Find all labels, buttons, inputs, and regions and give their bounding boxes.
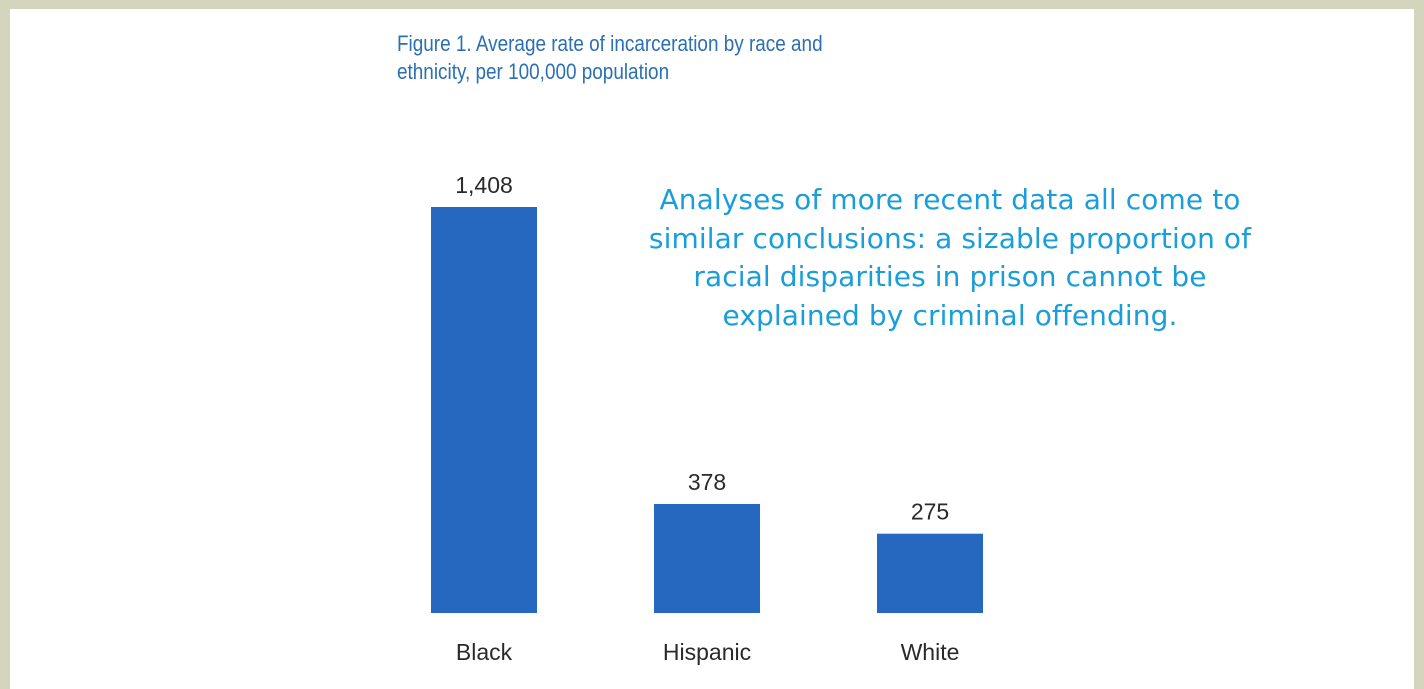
callout-text: Analyses of more recent data all come to… xyxy=(648,183,1252,332)
value-label-white: 275 xyxy=(911,499,949,525)
value-label-black: 1,408 xyxy=(455,172,513,198)
category-label-white: White xyxy=(901,639,960,665)
bar-chart: 1,408 Black 378 Hispanic 275 White xyxy=(431,172,983,665)
bar-white xyxy=(877,533,983,613)
chart-title: Figure 1. Average rate of incarceration … xyxy=(397,31,823,84)
value-label-hispanic: 378 xyxy=(688,469,726,495)
category-label-hispanic: Hispanic xyxy=(663,639,751,665)
category-label-black: Black xyxy=(456,639,513,665)
figure-panel: Figure 1. Average rate of incarceration … xyxy=(10,9,1414,689)
bar-black xyxy=(431,207,537,613)
bar-hispanic xyxy=(654,504,760,613)
